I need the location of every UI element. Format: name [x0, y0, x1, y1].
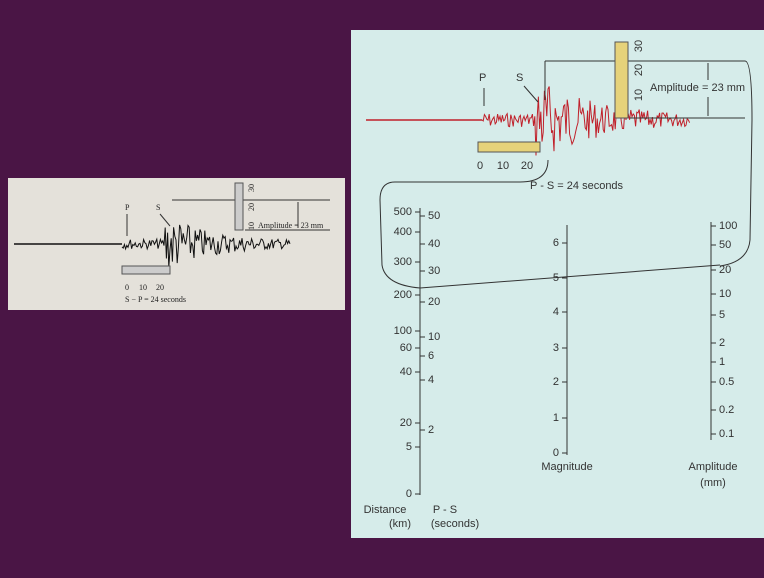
- ruler-label: 20: [633, 64, 645, 76]
- tick-label: 60: [400, 342, 412, 354]
- right-diagram: P S 30 20 10 Amplitude = 23 mm 0 10 20 P…: [351, 30, 764, 538]
- tick-label: 4: [553, 306, 559, 318]
- tick-label: 4: [428, 374, 434, 386]
- ruler-label: 30: [247, 184, 256, 192]
- axis-title: Distance: [364, 504, 407, 516]
- ruler-label: 10: [139, 283, 147, 292]
- ruler-label: 10: [247, 222, 256, 230]
- tick-label: 20: [400, 417, 412, 429]
- left-image: P S 30 20 10 Amplitude = 23 mm 0 10 20 S…: [8, 178, 345, 310]
- tick-label: 0.2: [719, 404, 734, 416]
- tick-label: 6: [553, 237, 559, 249]
- axis-title: (km): [389, 518, 411, 530]
- axis-title: (mm): [700, 477, 726, 489]
- tick-label: 5: [406, 441, 412, 453]
- tick-label: 5: [719, 309, 725, 321]
- tick-label: 5: [553, 272, 559, 284]
- tick-label: 10: [428, 331, 440, 343]
- tick-label: 0: [553, 447, 559, 459]
- tick-label: 3: [553, 342, 559, 354]
- ruler-label: 0: [477, 160, 483, 172]
- ruler-label: 20: [247, 203, 256, 211]
- tick-label: 100: [394, 325, 412, 337]
- ruler: [478, 142, 540, 152]
- tick-label: 40: [400, 366, 412, 378]
- tick-label: 400: [394, 226, 412, 238]
- tick-label: 0.5: [719, 376, 734, 388]
- tick-label: 300: [394, 256, 412, 268]
- tick-label: 20: [428, 296, 440, 308]
- amplitude-note: Amplitude = 23 mm: [650, 82, 745, 94]
- tick-label: 2: [719, 337, 725, 349]
- axis-title: Magnitude: [541, 461, 592, 473]
- tick-label: 30: [428, 265, 440, 277]
- axis-title: P - S: [433, 504, 457, 516]
- p-label: P: [479, 72, 486, 84]
- tick-label: 2: [428, 424, 434, 436]
- tick-label: 50: [428, 210, 440, 222]
- tick-label: 500: [394, 206, 412, 218]
- ruler-label: 30: [633, 40, 645, 52]
- tick-label: 50: [719, 239, 731, 251]
- ruler: [615, 42, 628, 118]
- tick-label: 1: [553, 412, 559, 424]
- ruler-label: 10: [497, 160, 509, 172]
- ruler-label: 10: [633, 89, 645, 101]
- interval-note: P - S = 24 seconds: [530, 180, 624, 192]
- tick-label: 6: [428, 350, 434, 362]
- s-label: S: [516, 72, 523, 84]
- axis-title: Amplitude: [689, 461, 738, 473]
- ruler: [235, 183, 243, 230]
- tick-label: 0.1: [719, 428, 734, 440]
- tick-label: 40: [428, 238, 440, 250]
- p-label: P: [125, 203, 130, 212]
- interval-note: S − P = 24 seconds: [125, 295, 186, 304]
- tick-label: 100: [719, 220, 737, 232]
- ruler-label: 0: [125, 283, 129, 292]
- tick-label: 0: [406, 488, 412, 500]
- tick-label: 10: [719, 288, 731, 300]
- ruler: [122, 266, 170, 274]
- slide: P S 30 20 10 Amplitude = 23 mm 0 10 20 S…: [0, 0, 764, 578]
- ruler-label: 20: [521, 160, 533, 172]
- ruler-label: 20: [156, 283, 164, 292]
- tick-label: 200: [394, 289, 412, 301]
- amplitude-note: Amplitude = 23 mm: [258, 221, 324, 230]
- tick-label: 1: [719, 356, 725, 368]
- tick-label: 2: [553, 376, 559, 388]
- tick-label: 20: [719, 264, 731, 276]
- axis-title: (seconds): [431, 518, 479, 530]
- s-label: S: [156, 203, 160, 212]
